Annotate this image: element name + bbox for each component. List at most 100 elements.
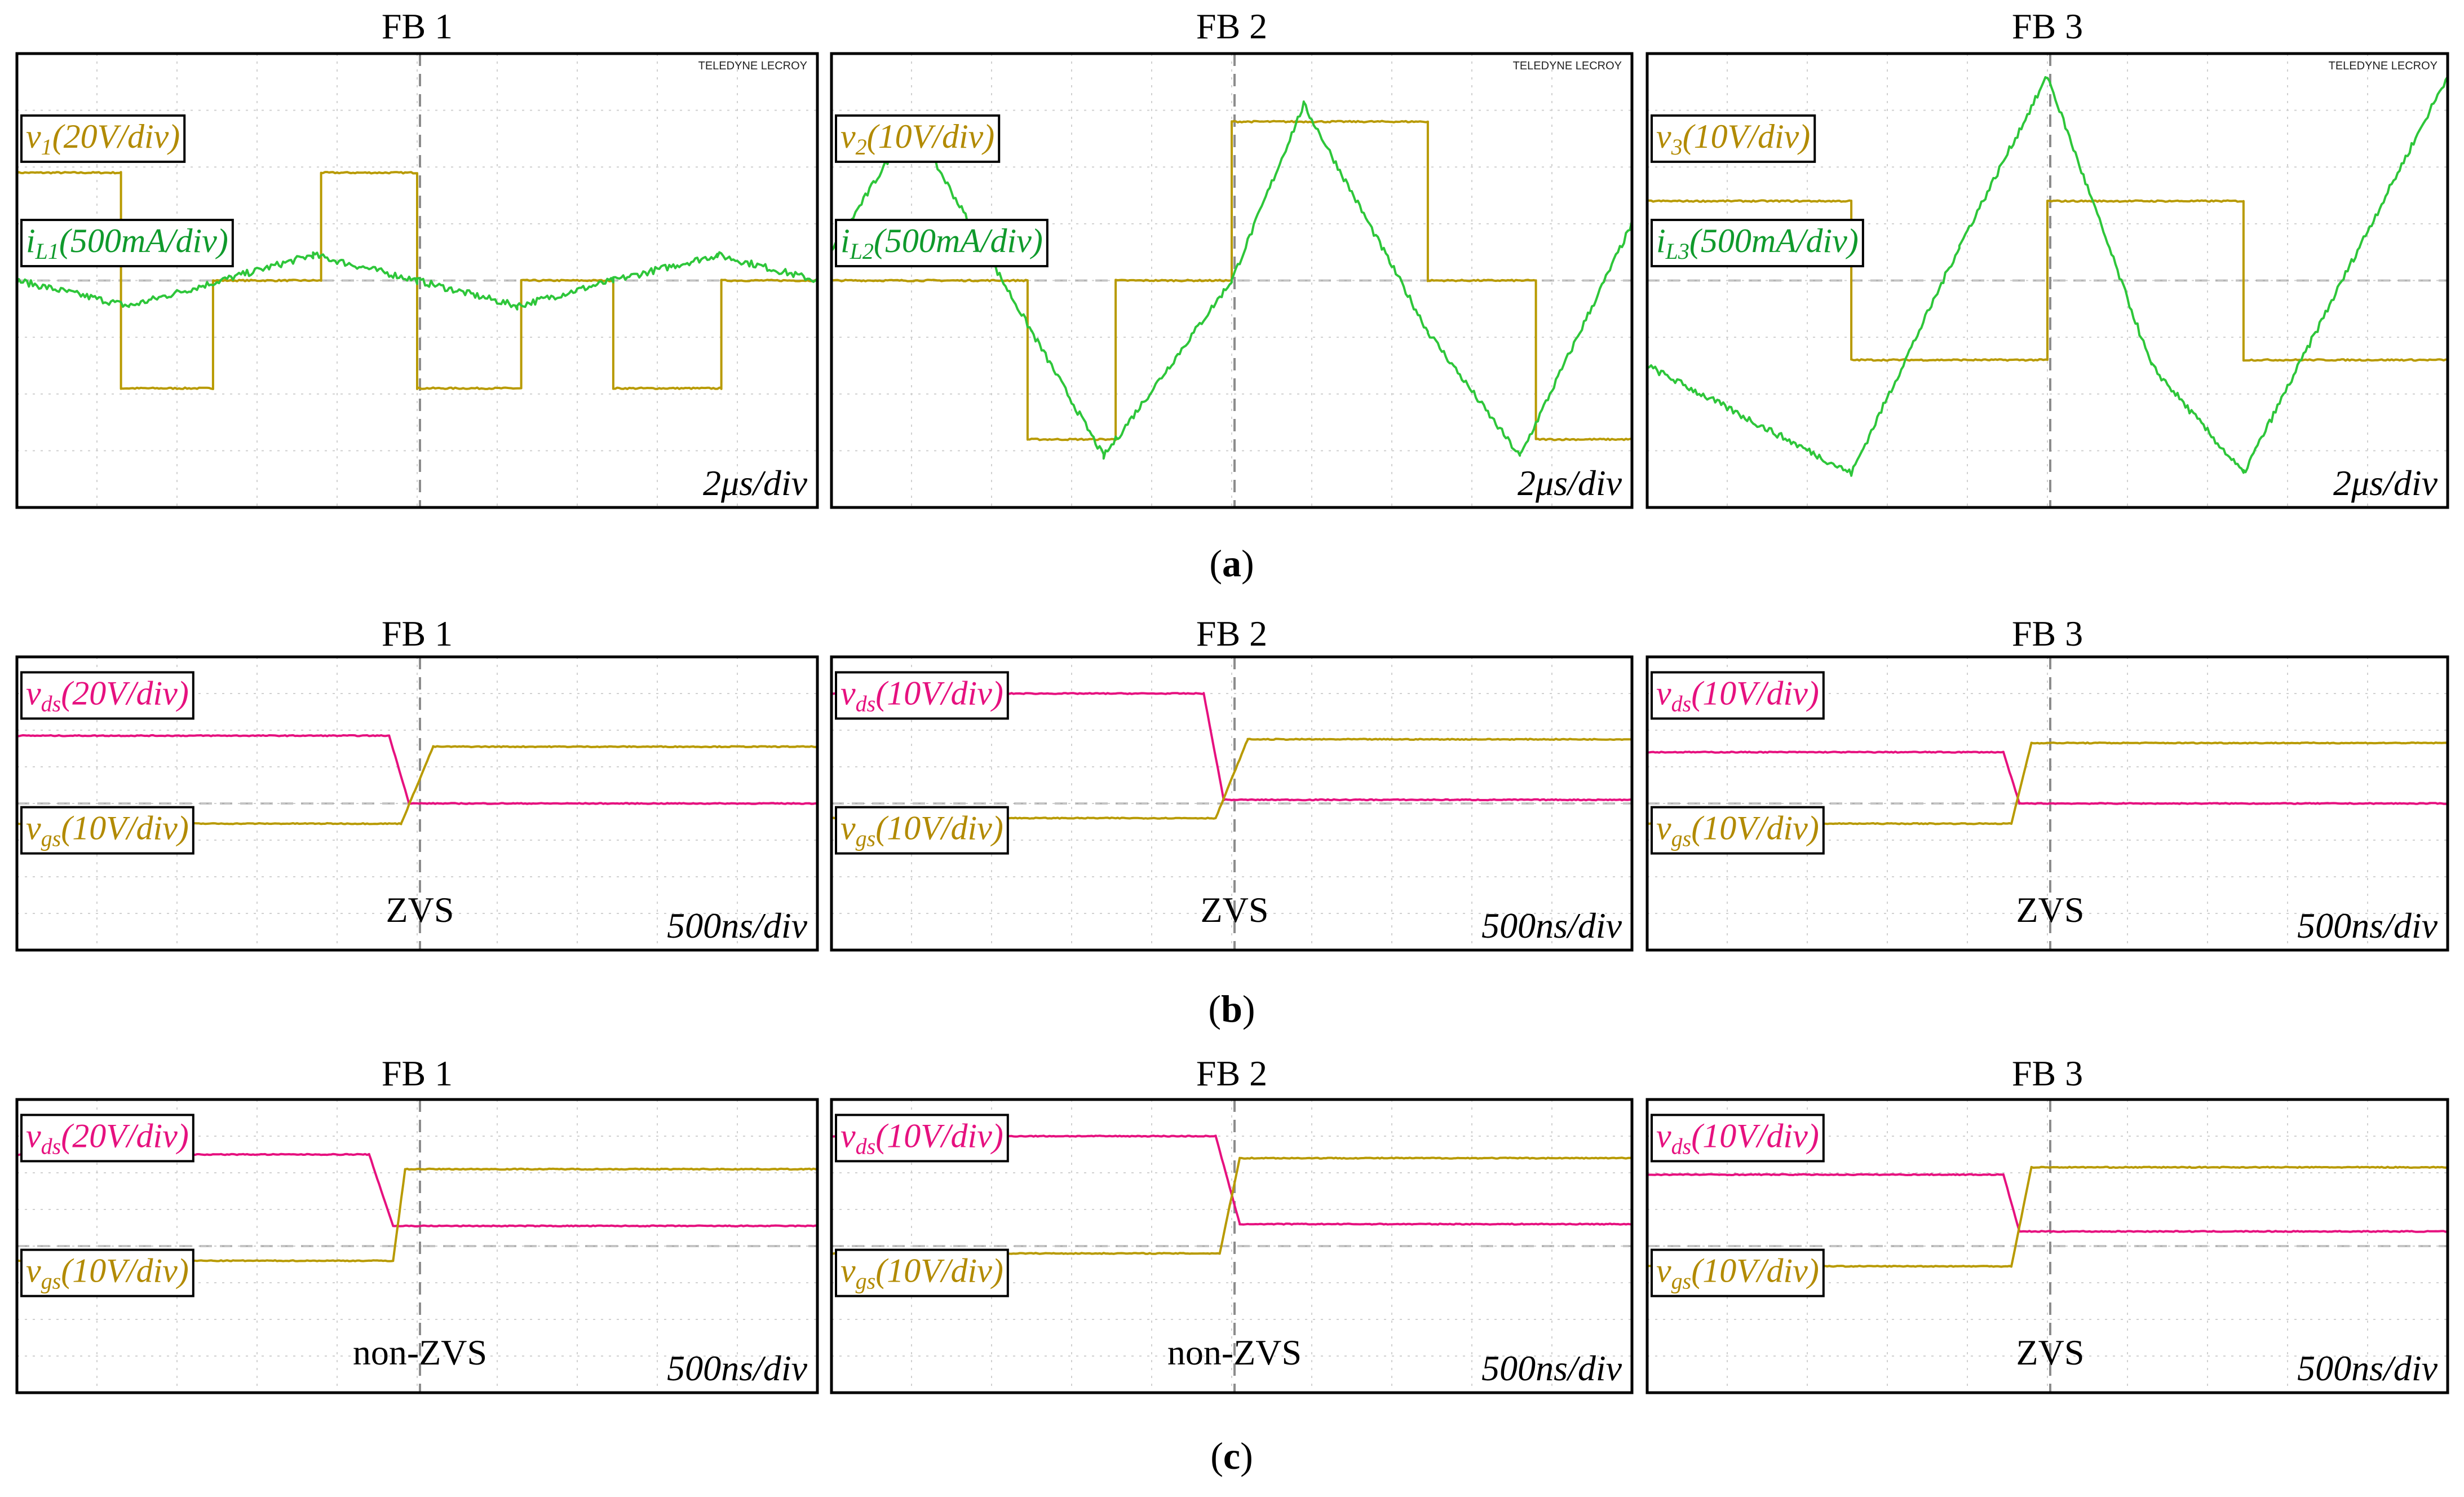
trace-v-sw: [1647, 199, 2448, 362]
channel-label: iL3(500mA/div): [1651, 219, 1864, 268]
timebase-label: 2μs/div: [2333, 463, 2438, 503]
trace-i-L: [830, 100, 1633, 460]
trace-v-ds: [1647, 750, 2448, 805]
channel-label-text: vgs(10V/div): [840, 1252, 1003, 1294]
zvs-note: ZVS: [2016, 1332, 2085, 1372]
channel-label: vgs(10V/div): [835, 806, 1009, 855]
channel-label-text: vgs(10V/div): [26, 810, 189, 851]
scope-logo: TELEDYNE LECROY: [698, 60, 807, 72]
panel-title: FB 2: [1196, 1053, 1267, 1093]
scope-panel: FB 3 vds(10V/div) vgs(10V/div) 500ns/div ZVS: [1645, 613, 2449, 952]
channel-label-box: [20, 219, 234, 268]
channel-label-box: [835, 806, 1009, 855]
panel-frame: [830, 52, 1634, 509]
channel-label: v3(10V/div): [1651, 114, 1816, 163]
zvs-note: ZVS: [2016, 890, 2085, 930]
channel-label-box: [1651, 114, 1816, 163]
channel-label-box: [835, 219, 1049, 268]
figure-row: FB 1 vds(20V/div) vgs(10V/div) 500ns/div non…: [15, 1053, 2449, 1477]
channel-label-text: vgs(10V/div): [1656, 1252, 1819, 1294]
channel-label-text: vgs(10V/div): [840, 810, 1003, 851]
timebase-label: 500ns/div: [1481, 1348, 1622, 1388]
channel-label-box: [20, 1114, 194, 1163]
panel-frame: [830, 655, 1634, 952]
timebase-label: 500ns/div: [667, 906, 807, 946]
subfigure-caption: (c): [1210, 1434, 1253, 1477]
channel-label-box: [835, 114, 1001, 163]
channel-label-text: iL2(500mA/div): [840, 222, 1043, 264]
figure-row: FB 1 vds(20V/div) vgs(10V/div) 500ns/div ZVS…: [15, 613, 2449, 1030]
channel-label-box: [20, 806, 194, 855]
panel-title: FB 3: [2012, 613, 2083, 653]
channel-label-text: v2(10V/div): [840, 118, 994, 160]
timebase-label: 500ns/div: [1481, 906, 1622, 946]
channel-label-text: vgs(10V/div): [1656, 810, 1819, 851]
subfigure-caption: (b): [1208, 987, 1255, 1030]
zvs-note: ZVS: [1201, 890, 1269, 930]
channel-label-box: [835, 1114, 1009, 1163]
channel-label-text: vds(20V/div): [26, 674, 189, 716]
panel-title: FB 2: [1196, 613, 1267, 653]
scope-logo: TELEDYNE LECROY: [1513, 60, 1622, 72]
channel-label-box: [835, 1248, 1009, 1297]
channel-label-box: [20, 1248, 194, 1297]
channel-label: vds(20V/div): [20, 671, 194, 720]
channel-label-text: vds(10V/div): [840, 674, 1003, 716]
scope-panel: FB 2 TELEDYNE LECROY v2(10V/div) iL2(500mA/…: [830, 6, 1634, 509]
panel-title: FB 1: [382, 613, 453, 653]
scope-panel: FB 3 vds(10V/div) vgs(10V/div) 500ns/div ZVS: [1645, 1053, 2449, 1394]
trace-v-ds: [1647, 1173, 2448, 1233]
trace-i-L: [1647, 76, 2449, 477]
panel-frame: [830, 1098, 1634, 1394]
panel-title: FB 1: [382, 1053, 453, 1093]
trace-i-L: [16, 251, 819, 311]
timebase-label: 500ns/div: [2297, 1348, 2438, 1388]
trace-v-ds: [17, 734, 818, 805]
channel-label-box: [20, 114, 186, 163]
channel-label-box: [835, 671, 1009, 720]
channel-label-box: [1651, 1248, 1825, 1297]
channel-label: vds(10V/div): [835, 1114, 1009, 1163]
channel-label: vds(10V/div): [835, 671, 1009, 720]
scope-panel: FB 1 TELEDYNE LECROY v1(20V/div) iL1(500mA/…: [15, 6, 819, 509]
scope-panel: FB 1 vds(20V/div) vgs(10V/div) 500ns/div ZVS: [15, 613, 819, 952]
panel-frame: [15, 655, 819, 952]
panel-frame: [15, 52, 819, 509]
channel-label-text: vds(20V/div): [26, 1117, 189, 1159]
channel-label-text: vds(10V/div): [1656, 674, 1819, 716]
panel-frame: [1645, 1098, 2449, 1394]
channel-label-text: vds(10V/div): [1656, 1117, 1819, 1159]
scope-panel: FB 1 vds(20V/div) vgs(10V/div) 500ns/div non…: [15, 1053, 819, 1394]
channel-label-text: iL3(500mA/div): [1656, 222, 1859, 264]
zvs-note: non-ZVS: [1167, 1332, 1302, 1372]
timebase-label: 2μs/div: [1518, 463, 1622, 503]
figure-row: FB 1 TELEDYNE LECROY v1(20V/div) iL1(500mA/…: [15, 6, 2449, 585]
scope-panel: FB 2 vds(10V/div) vgs(10V/div) 500ns/div non…: [830, 1053, 1634, 1394]
channel-label: v2(10V/div): [835, 114, 1001, 163]
subfigure-caption: (a): [1209, 542, 1254, 585]
zvs-note: non-ZVS: [353, 1332, 487, 1372]
panel-title: FB 1: [382, 6, 453, 46]
zvs-note: ZVS: [386, 890, 454, 930]
channel-label-text: vgs(10V/div): [26, 1252, 189, 1294]
trace-v-sw: [831, 120, 1632, 441]
channel-label: v1(20V/div): [20, 114, 186, 163]
channel-label: vgs(10V/div): [20, 806, 194, 855]
timebase-label: 500ns/div: [667, 1348, 807, 1388]
channel-label: vgs(10V/div): [1651, 806, 1825, 855]
channel-label-text: v1(20V/div): [26, 118, 180, 160]
panel-frame: [1645, 52, 2449, 509]
channel-label: vgs(10V/div): [20, 1248, 194, 1297]
channel-label-box: [1651, 1114, 1825, 1163]
channel-label-text: vds(10V/div): [840, 1117, 1003, 1159]
timebase-label: 500ns/div: [2297, 906, 2438, 946]
scope-panel: FB 2 vds(10V/div) vgs(10V/div) 500ns/div ZVS: [830, 613, 1634, 952]
channel-label-box: [1651, 671, 1825, 720]
channel-label-box: [1651, 806, 1825, 855]
panel-title: FB 3: [2012, 1053, 2083, 1093]
panel-title: FB 3: [2012, 6, 2083, 46]
scope-panel: FB 3 TELEDYNE LECROY v3(10V/div) iL3(500mA/…: [1645, 6, 2449, 509]
timebase-label: 2μs/div: [703, 463, 808, 503]
channel-label-text: iL1(500mA/div): [26, 222, 228, 264]
